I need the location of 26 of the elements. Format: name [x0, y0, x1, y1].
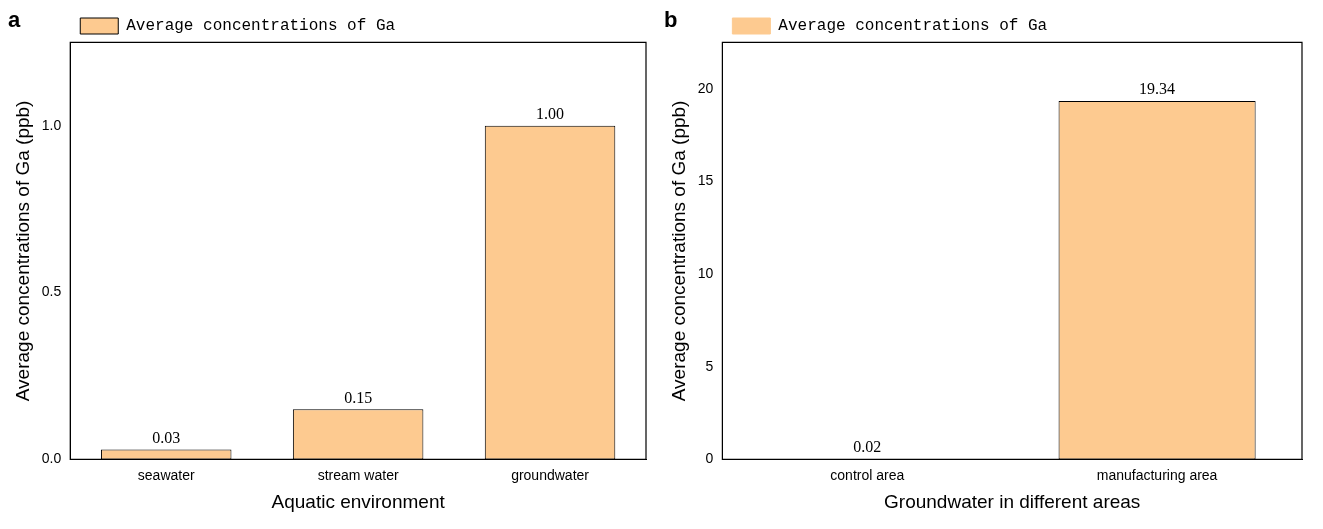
y-tick-label: 0.5 — [41, 283, 62, 300]
legend-label: Average concentrations of Ga — [126, 17, 396, 36]
x-tick-label: groundwater — [511, 466, 590, 483]
data-label: 0.15 — [344, 388, 373, 406]
y-axis-title: Average concentrations of Ga (ppb) — [11, 100, 33, 402]
x-tick-label: control area — [830, 466, 905, 483]
data-label: 19.34 — [1139, 80, 1176, 98]
y-tick-label: 1.0 — [41, 116, 62, 133]
x-axis-title: Groundwater in different areas — [884, 490, 1141, 512]
y-tick-label: 5 — [705, 357, 714, 374]
y-tick-label: 15 — [697, 172, 714, 189]
chart-title: a — [8, 7, 21, 33]
chart-title: b — [664, 7, 678, 33]
data-label: 0.03 — [152, 428, 181, 446]
x-tick-label: manufacturing area — [1096, 466, 1218, 483]
y-tick-label: 20 — [697, 79, 714, 96]
y-tick-label: 10 — [697, 264, 714, 281]
x-axis-title: Aquatic environment — [271, 490, 446, 512]
x-tick-label: stream water — [317, 466, 399, 483]
y-axis-title: Average concentrations of Ga (ppb) — [667, 100, 689, 402]
data-label: 1.00 — [536, 105, 565, 122]
y-tick-label: 0.0 — [41, 450, 62, 467]
x-tick-label: seawater — [137, 466, 195, 483]
legend-label: Average concentrations of Ga — [778, 17, 1048, 36]
data-label: 0.02 — [853, 438, 882, 456]
y-tick-label: 0 — [705, 450, 714, 467]
